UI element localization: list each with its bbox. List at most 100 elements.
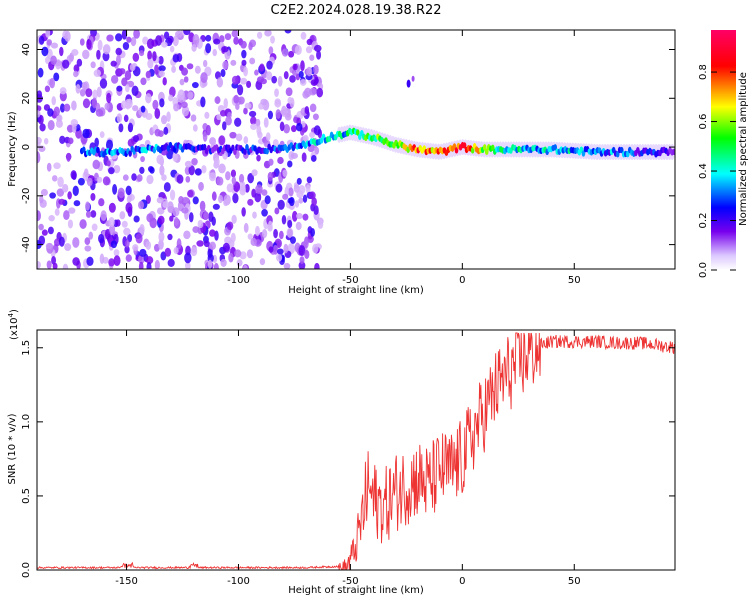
noise-blob — [191, 158, 198, 166]
noise-blob — [174, 30, 183, 38]
colorbar-ticks: 0.0 0.2 0.4 0.6 0.8 — [698, 64, 736, 278]
x-tick-label: -100 — [227, 275, 250, 286]
y-tick-label: 1.0 — [21, 414, 32, 430]
noise-blob — [115, 33, 123, 42]
noise-blob — [287, 228, 293, 238]
snr-xlabel: Height of straight line (km) — [288, 585, 424, 596]
noise-blob — [274, 88, 279, 98]
noise-blob — [306, 38, 313, 46]
noise-blob — [124, 245, 130, 254]
noise-blob — [187, 91, 194, 100]
noise-blob — [115, 219, 121, 227]
noise-blob — [250, 123, 258, 130]
isolated-blob — [411, 75, 415, 82]
noise-blob — [104, 102, 110, 111]
noise-blob — [230, 232, 236, 243]
noise-blob — [267, 171, 274, 182]
noise-blob — [53, 162, 61, 170]
spectrogram-frame — [36, 29, 676, 270]
noise-blob — [243, 222, 249, 233]
noise-blob — [301, 152, 307, 163]
noise-blob — [133, 30, 140, 39]
noise-blob — [178, 196, 184, 204]
figure-title: C2E2.2024.028.19.38.R22 — [270, 3, 441, 18]
noise-blob — [44, 85, 51, 93]
noise-blob — [47, 119, 55, 131]
noise-blob — [212, 48, 218, 57]
noise-blob — [251, 169, 258, 177]
noise-blob — [282, 193, 289, 200]
noise-blob — [70, 118, 79, 127]
noise-blob — [201, 165, 207, 174]
noise-blob — [84, 245, 92, 252]
noise-blob — [90, 210, 97, 218]
noise-blob — [64, 30, 71, 42]
noise-blob — [202, 131, 208, 142]
noise-blob — [67, 219, 74, 229]
noise-blob — [298, 245, 306, 257]
noise-blob — [298, 70, 304, 79]
spectrogram-xlabel: Height of straight line (km) — [288, 285, 424, 296]
noise-blob — [37, 152, 41, 163]
ridge-blob — [202, 143, 207, 151]
noise-blob — [82, 49, 90, 60]
noise-blob — [51, 255, 57, 265]
noise-blob — [169, 189, 176, 201]
noise-blob — [281, 105, 287, 116]
snr-line — [37, 332, 675, 570]
noise-blob — [283, 243, 289, 254]
noise-blob — [154, 64, 159, 75]
noise-blob — [99, 78, 108, 89]
spectrogram-ticks: -150 -100 -50 0 50 -40 -20 0 20 40 — [21, 30, 675, 286]
noise-blob — [302, 194, 308, 203]
noise-blob — [260, 78, 267, 85]
noise-blob — [275, 183, 283, 193]
noise-blob — [234, 117, 242, 127]
noise-blob — [158, 231, 165, 243]
noise-blob — [233, 94, 240, 104]
noise-blob — [158, 65, 166, 72]
noise-blob — [213, 157, 220, 167]
noise-blob — [95, 109, 104, 117]
noise-blob — [63, 210, 70, 221]
noise-blob — [213, 262, 219, 269]
noise-blob — [221, 46, 229, 53]
noise-blob — [66, 152, 71, 162]
colorbar-tick-label: 0.6 — [698, 114, 709, 130]
noise-blob — [152, 51, 157, 62]
noise-blob — [243, 66, 248, 77]
noise-blob — [59, 87, 67, 95]
noise-blob — [270, 35, 275, 44]
noise-blob — [145, 240, 152, 250]
noise-blob — [155, 35, 162, 46]
noise-blob — [309, 87, 317, 96]
noise-blob — [158, 70, 165, 77]
svg-text:(x104): (x104) — [7, 309, 20, 340]
noise-blob — [304, 106, 310, 115]
noise-blob — [256, 31, 263, 39]
noise-blob — [298, 261, 306, 269]
noise-blob — [59, 135, 66, 144]
noise-blob — [244, 102, 252, 109]
noise-blob — [159, 98, 165, 108]
colorbar-gradient — [711, 30, 736, 270]
noise-blob — [259, 258, 266, 266]
noise-blob — [86, 256, 94, 267]
noise-blob — [200, 72, 208, 84]
noise-blob — [138, 50, 145, 57]
noise-blob — [305, 46, 313, 54]
noise-blob — [265, 71, 273, 81]
noise-blob — [231, 214, 237, 224]
noise-blob — [138, 200, 145, 210]
y-tick-label: 20 — [21, 92, 32, 105]
noise-blob — [194, 168, 202, 176]
noise-blob — [185, 261, 191, 269]
noise-blob — [110, 60, 117, 67]
ridge-blob — [243, 148, 247, 155]
noise-blob — [203, 240, 210, 248]
noise-blob — [314, 146, 320, 155]
noise-blob — [163, 31, 170, 40]
noise-blob — [272, 244, 279, 255]
noise-blob — [46, 162, 52, 172]
noise-blob — [247, 233, 253, 240]
